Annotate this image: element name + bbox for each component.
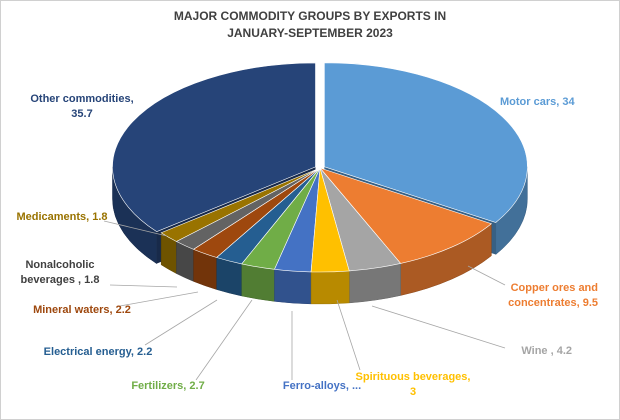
data-label-electrical-energy: Electrical energy, 2.2 — [44, 346, 153, 358]
data-label-copper-ores-and-concentrates-line-1: Copper ores and — [511, 282, 598, 294]
slice-top-copper-ores-and-concentrates — [319, 167, 493, 264]
data-label-motor-cars: Motor cars, 34 — [500, 96, 575, 108]
leader-line-nonalcoholic-beverages — [109, 284, 178, 288]
data-label-ferro-alloys: Ferro-alloys, ... — [283, 380, 361, 392]
data-label-mineral-waters: Mineral waters, 2.2 — [33, 304, 131, 316]
data-label-nonalcoholic-beverages-line-2: beverages , 1.8 — [21, 274, 100, 286]
slice-top-motor-cars — [324, 62, 528, 223]
data-label-copper-ores-and-concentrates-line-2: concentrates, 9.5 — [508, 297, 598, 309]
slice-side-fertilizers — [241, 263, 275, 302]
chart-title-line-1: MAJOR COMMODITY GROUPS BY EXPORTS IN — [174, 9, 446, 23]
data-label-other-commodities-line-1: Other commodities, — [30, 93, 133, 105]
slice-copper-ores-and-concentrates — [319, 167, 493, 296]
data-label-wine: Wine , 4.2 — [521, 345, 572, 357]
data-label-spirituous-beverages-line-1: Spirituous beverages, — [356, 371, 471, 383]
slice-top-spirituous-beverages — [310, 167, 350, 273]
pie-slices — [112, 62, 528, 305]
data-label-spirituous-beverages-line-2: 3 — [410, 386, 416, 398]
data-label-medicaments: Medicaments, 1.8 — [16, 211, 107, 223]
slice-side-spirituous-beverages — [310, 270, 350, 305]
data-label-fertilizers: Fertilizers, 2.7 — [131, 380, 204, 392]
slice-medicaments — [160, 167, 321, 274]
leader-line-spirituous-beverages — [336, 299, 361, 371]
slice-top-other-commodities — [112, 62, 316, 232]
slice-spirituous-beverages — [310, 167, 350, 305]
data-label-nonalcoholic-beverages-line-1: Nonalcoholic — [25, 259, 94, 271]
leader-line-wine — [371, 305, 506, 349]
slice-wine — [319, 167, 402, 304]
leader-line-fertilizers — [195, 299, 253, 381]
pie-labels: Motor cars, 34 Copper ores and concentrate… — [16, 93, 598, 398]
slice-ferro-alloys — [274, 167, 321, 305]
leader-line-electrical-energy — [144, 299, 218, 346]
slice-mineral-waters — [192, 167, 321, 290]
leader-line-mineral-waters — [119, 291, 199, 307]
leader-line-copper-ores-and-concentrates — [467, 265, 506, 286]
chart-title-line-2: JANUARY-SEPTEMBER 2023 — [227, 26, 393, 40]
leader-line-medicaments — [103, 220, 168, 237]
slice-side-ferro-alloys — [274, 269, 312, 305]
data-label-other-commodities-line-2: 35.7 — [71, 108, 92, 120]
